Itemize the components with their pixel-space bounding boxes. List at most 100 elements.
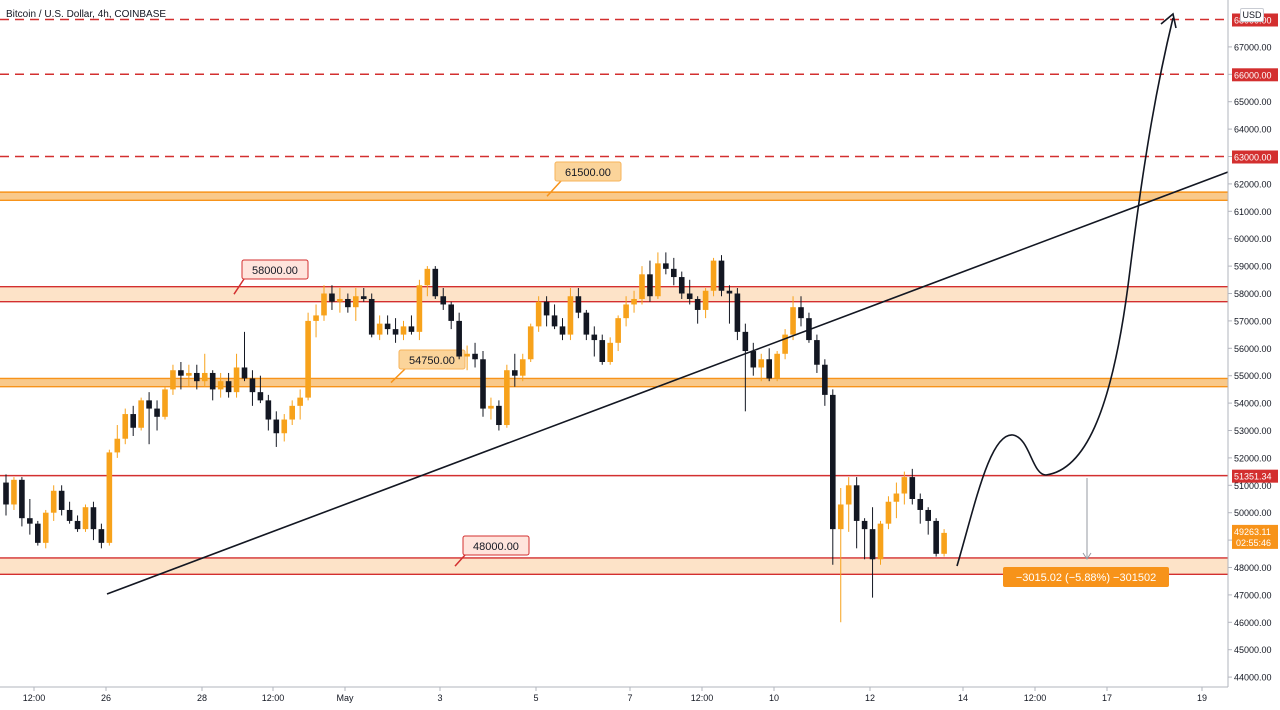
candle-body <box>686 293 693 299</box>
callout-pointer <box>546 180 562 197</box>
y-tick-label: 61000.00 <box>1234 207 1272 217</box>
trend-drawings <box>106 12 1229 595</box>
candle-body <box>360 296 367 299</box>
candle <box>901 471 908 505</box>
candle-body <box>623 304 629 319</box>
candle <box>472 342 478 368</box>
current-price-value: 49263.11 <box>1234 527 1271 537</box>
candle <box>750 342 757 376</box>
candle-body <box>845 485 852 505</box>
candle <box>456 312 462 360</box>
y-tick-label: 53000.00 <box>1234 426 1272 436</box>
candle <box>265 394 272 431</box>
x-tick-label: 12:00 <box>262 693 285 703</box>
candle <box>3 474 9 516</box>
candle <box>774 351 780 382</box>
candle <box>869 507 876 598</box>
candle <box>837 488 844 623</box>
candle <box>686 279 693 305</box>
y-tick-label: 52000.00 <box>1234 453 1272 463</box>
callout-box <box>241 259 309 280</box>
candle <box>917 493 924 524</box>
candle-body <box>535 301 542 327</box>
candle-body <box>671 268 677 278</box>
candle-body <box>837 504 844 530</box>
current-price-bg <box>1232 524 1278 549</box>
candle <box>58 485 65 516</box>
candle-body <box>440 296 447 305</box>
countdown-timer: 02:55:46 <box>1236 538 1271 548</box>
candle-body <box>710 260 717 291</box>
y-tick-label: 51000.00 <box>1234 481 1272 491</box>
candle-body <box>368 298 375 335</box>
candle <box>66 501 73 524</box>
candle <box>599 334 606 365</box>
projected-path-arrow <box>956 17 1174 567</box>
candle <box>11 477 17 510</box>
candle-body <box>138 400 144 428</box>
candle <box>297 389 303 420</box>
candle <box>241 331 248 382</box>
candle <box>663 252 669 275</box>
y-tick-label: 47000.00 <box>1234 590 1272 600</box>
candle <box>512 353 518 387</box>
callout-label: 48000.00 <box>473 541 519 553</box>
candle-body <box>305 320 311 398</box>
candle <box>201 353 208 387</box>
candle-body <box>66 509 73 521</box>
candle <box>305 312 311 401</box>
x-tick-label: 19 <box>1197 693 1207 703</box>
candle-body <box>790 307 796 335</box>
callout-pointer <box>454 554 466 567</box>
candle-body <box>106 452 113 543</box>
candle <box>154 400 160 431</box>
candle-body <box>233 367 240 393</box>
x-tick-label: 12 <box>865 693 875 703</box>
candle <box>615 315 621 352</box>
candle-body <box>194 372 200 382</box>
candle <box>551 304 558 330</box>
y-tick-label: 57000.00 <box>1234 316 1272 326</box>
candle <box>583 309 590 341</box>
candle-body <box>615 318 621 343</box>
callout-box <box>554 161 622 182</box>
candle-body <box>225 381 232 393</box>
zone-callout: 58000.00 <box>233 259 309 295</box>
level-tag: 63000.00 <box>1232 150 1278 164</box>
level-tag-bg <box>1232 150 1278 164</box>
candle-body <box>416 285 423 332</box>
candle-body <box>734 293 741 332</box>
candle <box>504 364 510 428</box>
candle <box>114 425 121 458</box>
candle-body <box>154 408 160 417</box>
candle <box>464 345 470 371</box>
currency-button[interactable]: USD <box>1240 8 1264 22</box>
candle <box>925 507 931 535</box>
candle-body <box>822 364 828 395</box>
candle-body <box>583 312 590 335</box>
candle-body <box>917 499 924 510</box>
candle-body <box>209 372 216 390</box>
candle <box>647 260 653 302</box>
candle-body <box>273 419 280 434</box>
candle-body <box>678 277 685 294</box>
callout-label: 54750.00 <box>409 355 455 367</box>
candle <box>671 257 677 286</box>
candle <box>416 279 423 341</box>
candle-body <box>885 501 892 524</box>
candle-body <box>265 400 272 420</box>
candle-body <box>408 326 415 332</box>
candle <box>90 501 97 541</box>
candle-body <box>512 370 518 376</box>
candle <box>822 359 828 406</box>
x-tick-label: 17 <box>1102 693 1112 703</box>
candle <box>122 408 129 445</box>
candle-body <box>27 518 33 524</box>
candle-body <box>551 315 558 327</box>
candle <box>845 477 852 532</box>
candle <box>519 353 526 382</box>
zone-callout: 61500.00 <box>546 161 622 197</box>
y-tick-label: 62000.00 <box>1234 179 1272 189</box>
candle <box>655 252 661 299</box>
candle <box>559 318 566 341</box>
